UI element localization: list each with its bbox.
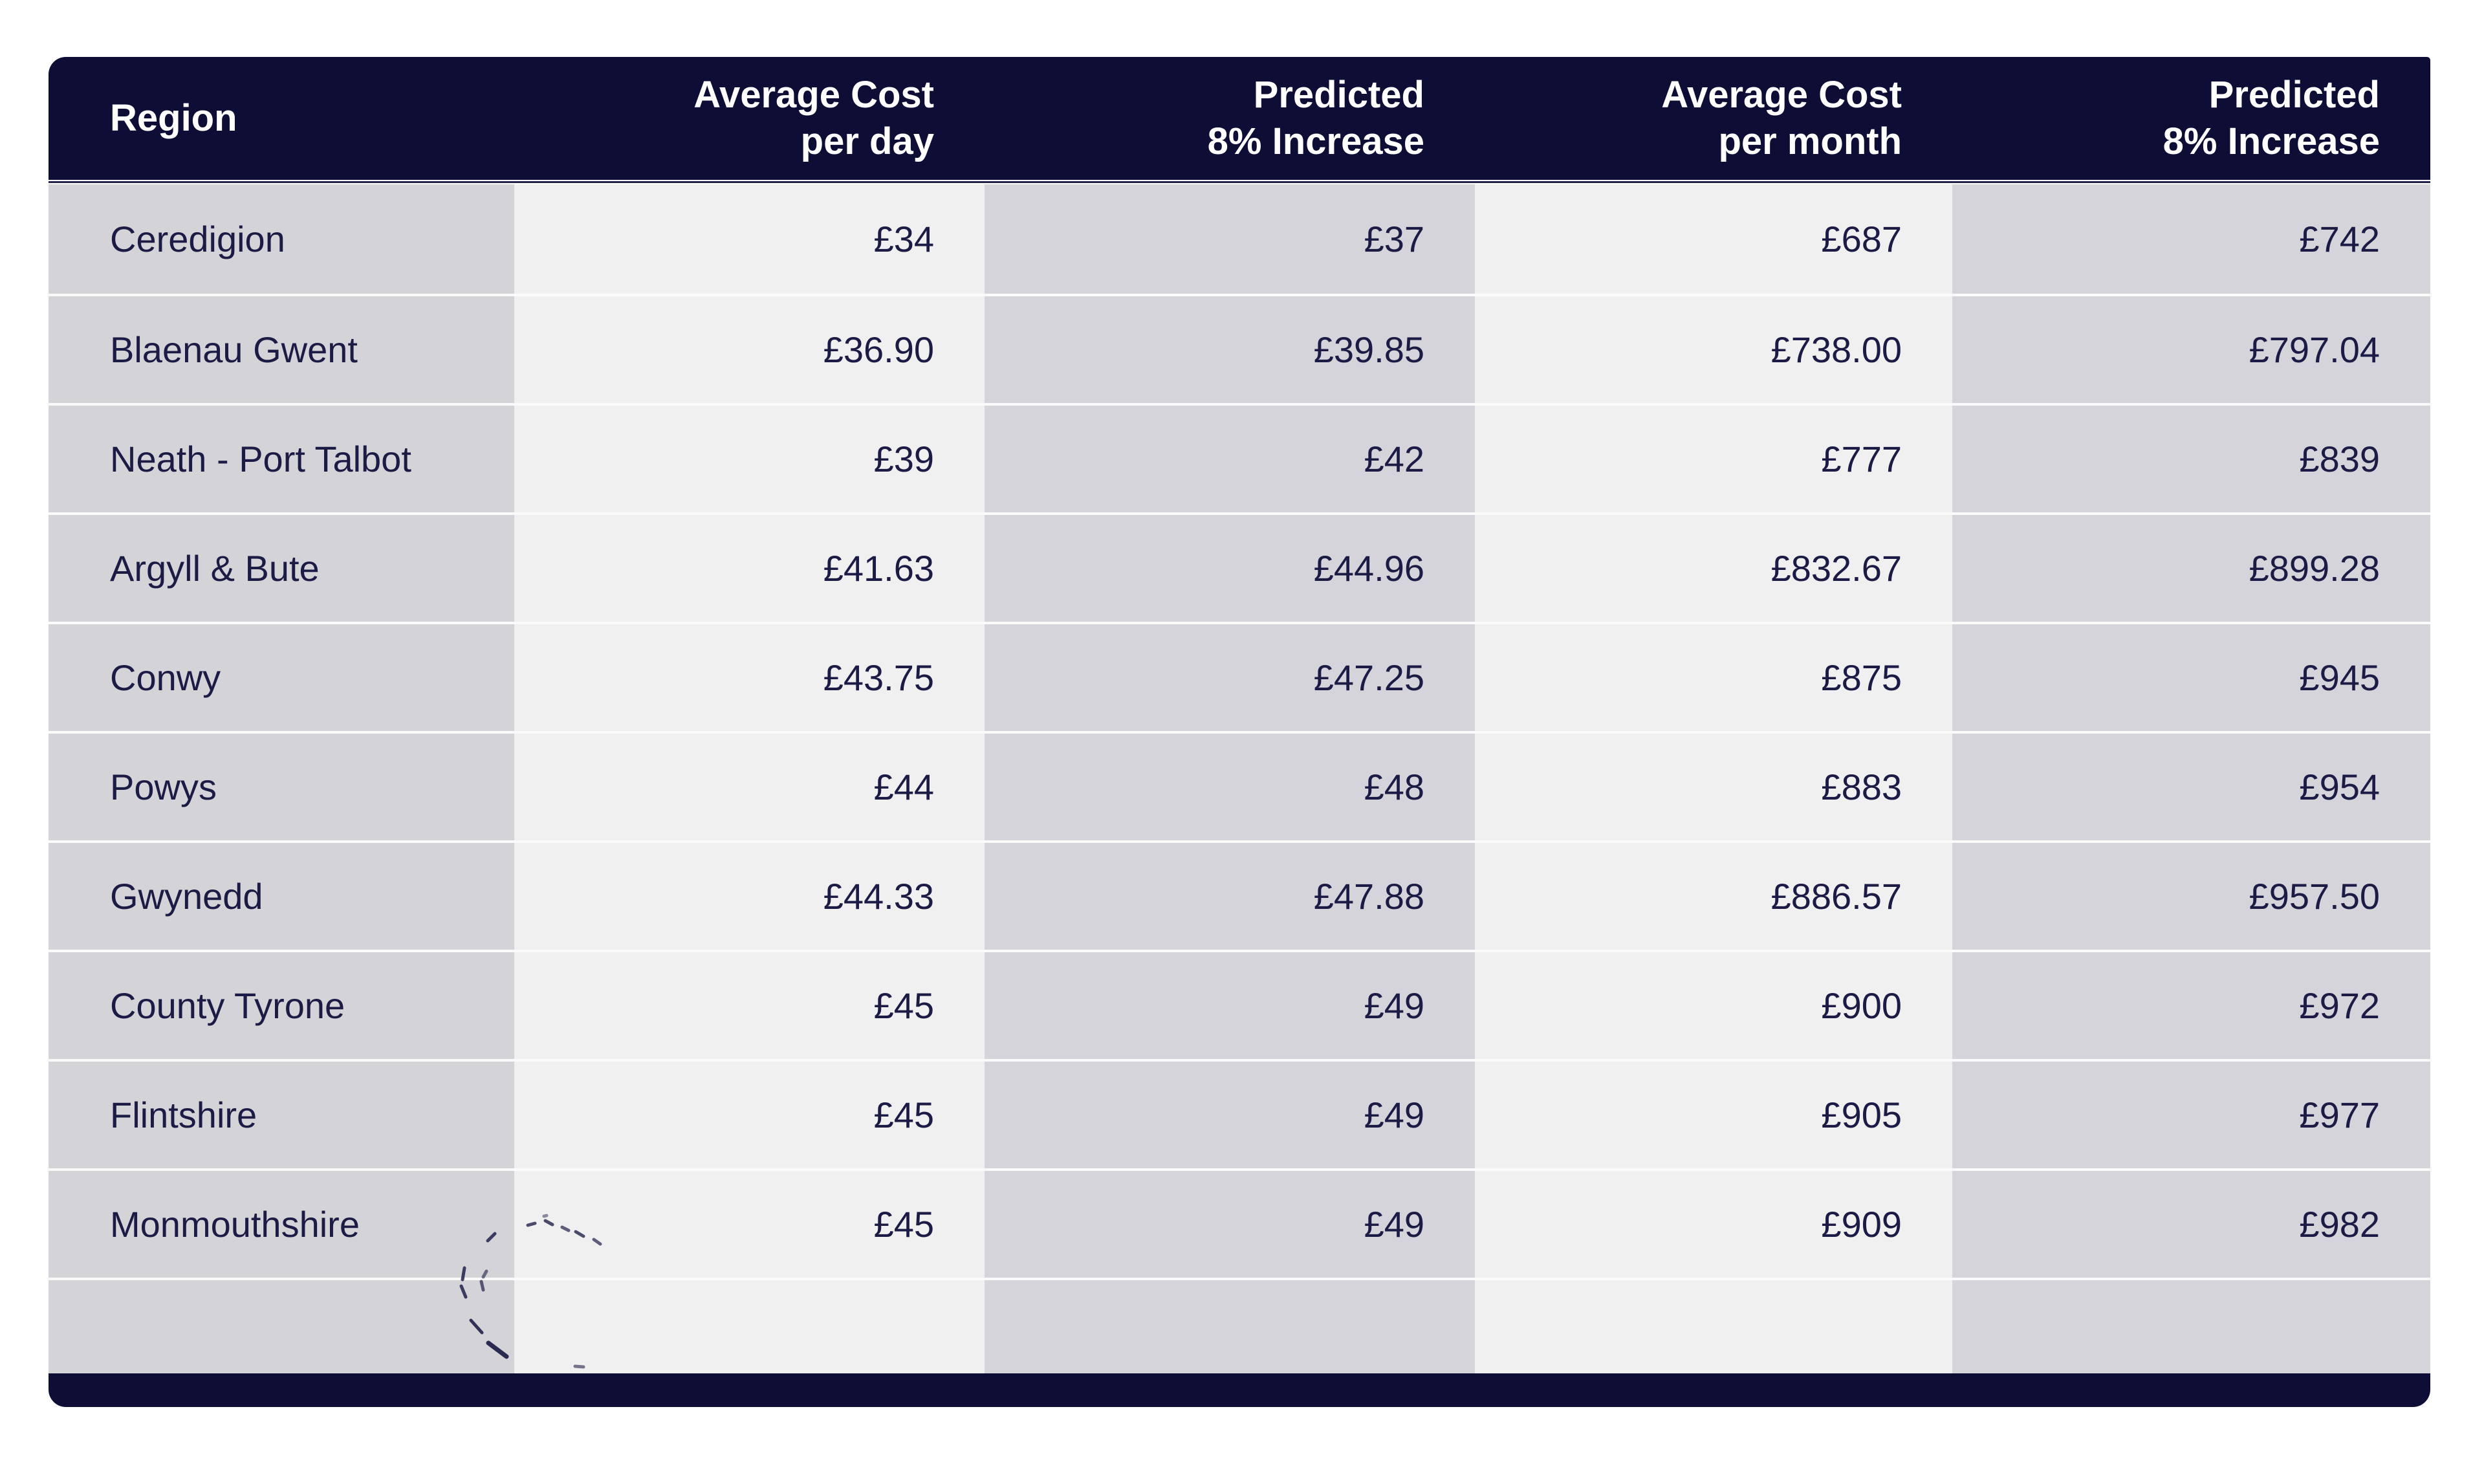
empty-cell <box>1475 1280 1952 1373</box>
empty-cell <box>1952 1280 2430 1373</box>
table-footer-bar <box>49 1373 2430 1407</box>
table-row: Argyll & Bute £41.63 £44.96 £832.67 £899… <box>49 512 2430 622</box>
empty-cell <box>985 1280 1475 1373</box>
cell-predicted-increase-month: £899.28 <box>1952 515 2430 622</box>
cell-region: Blaenau Gwent <box>49 296 514 403</box>
cell-predicted-increase-day: £44.96 <box>985 515 1475 622</box>
cell-predicted-increase-day: £49 <box>985 1062 1475 1168</box>
cell-average-cost-per-month: £883 <box>1475 734 1952 840</box>
cell-average-cost-per-month: £886.57 <box>1475 843 1952 950</box>
cell-average-cost-per-day: £34 <box>514 184 985 294</box>
cell-average-cost-per-day: £44 <box>514 734 985 840</box>
cell-predicted-increase-month: £945 <box>1952 624 2430 731</box>
column-header-predicted-increase-day: Predicted 8% Increase <box>1207 74 1424 162</box>
cell-region: Argyll & Bute <box>49 515 514 622</box>
table-row: Neath - Port Talbot £39 £42 £777 £839 <box>49 403 2430 512</box>
cell-predicted-increase-month: £972 <box>1952 952 2430 1059</box>
cell-predicted-increase-month: £954 <box>1952 734 2430 840</box>
column-header-region: Region <box>110 97 237 139</box>
cell-region: Monmouthshire <box>49 1171 514 1278</box>
table-body: Ceredigion £34 £37 £687 £742 Blaenau Gwe… <box>49 184 2430 1278</box>
table-header-row: Region Average Cost per day Predicted 8%… <box>49 57 2430 180</box>
cell-average-cost-per-day: £45 <box>514 952 985 1059</box>
cell-predicted-increase-day: £37 <box>985 184 1475 294</box>
cell-average-cost-per-day: £45 <box>514 1171 985 1278</box>
table-row: Flintshire £45 £49 £905 £977 <box>49 1059 2430 1168</box>
cell-predicted-increase-month: £797.04 <box>1952 296 2430 403</box>
table-row: County Tyrone £45 £49 £900 £972 <box>49 950 2430 1059</box>
cell-predicted-increase-month: £977 <box>1952 1062 2430 1168</box>
cell-region: Gwynedd <box>49 843 514 950</box>
table-row: Blaenau Gwent £36.90 £39.85 £738.00 £797… <box>49 294 2430 403</box>
regional-cost-table: Region Average Cost per day Predicted 8%… <box>49 57 2430 1407</box>
cell-average-cost-per-day: £41.63 <box>514 515 985 622</box>
empty-cell <box>514 1280 985 1373</box>
cell-predicted-increase-day: £42 <box>985 406 1475 512</box>
column-header-predicted-increase-month: Predicted 8% Increase <box>2163 74 2380 162</box>
empty-trailing-row <box>49 1278 2430 1373</box>
cell-predicted-increase-day: £47.88 <box>985 843 1475 950</box>
empty-cell <box>49 1280 514 1373</box>
cell-average-cost-per-month: £777 <box>1475 406 1952 512</box>
cell-average-cost-per-month: £909 <box>1475 1171 1952 1278</box>
cell-predicted-increase-day: £49 <box>985 952 1475 1059</box>
cell-predicted-increase-month: £982 <box>1952 1171 2430 1278</box>
cell-average-cost-per-day: £39 <box>514 406 985 512</box>
cell-average-cost-per-day: £44.33 <box>514 843 985 950</box>
cell-average-cost-per-day: £45 <box>514 1062 985 1168</box>
cell-region: Neath - Port Talbot <box>49 406 514 512</box>
cell-predicted-increase-month: £957.50 <box>1952 843 2430 950</box>
cell-average-cost-per-month: £687 <box>1475 184 1952 294</box>
cell-region: Conwy <box>49 624 514 731</box>
cell-region: Flintshire <box>49 1062 514 1168</box>
cell-average-cost-per-month: £875 <box>1475 624 1952 731</box>
cell-predicted-increase-month: £742 <box>1952 184 2430 294</box>
column-header-average-cost-per-month: Average Cost per month <box>1661 74 1902 162</box>
table-row: Gwynedd £44.33 £47.88 £886.57 £957.50 <box>49 840 2430 950</box>
cell-average-cost-per-month: £900 <box>1475 952 1952 1059</box>
cell-average-cost-per-day: £43.75 <box>514 624 985 731</box>
table-row: Powys £44 £48 £883 £954 <box>49 731 2430 840</box>
cell-predicted-increase-day: £39.85 <box>985 296 1475 403</box>
cell-average-cost-per-month: £905 <box>1475 1062 1952 1168</box>
cell-average-cost-per-month: £738.00 <box>1475 296 1952 403</box>
header-divider <box>49 180 2430 184</box>
column-header-average-cost-per-day: Average Cost per day <box>693 74 934 162</box>
cell-predicted-increase-day: £47.25 <box>985 624 1475 731</box>
table-row: Conwy £43.75 £47.25 £875 £945 <box>49 622 2430 731</box>
cell-average-cost-per-day: £36.90 <box>514 296 985 403</box>
cell-region: Powys <box>49 734 514 840</box>
cell-predicted-increase-month: £839 <box>1952 406 2430 512</box>
table-row: Monmouthshire £45 £49 £909 £982 <box>49 1168 2430 1278</box>
cell-region: Ceredigion <box>49 184 514 294</box>
cell-predicted-increase-day: £48 <box>985 734 1475 840</box>
cell-predicted-increase-day: £49 <box>985 1171 1475 1278</box>
cell-region: County Tyrone <box>49 952 514 1059</box>
table-row: Ceredigion £34 £37 £687 £742 <box>49 184 2430 294</box>
cell-average-cost-per-month: £832.67 <box>1475 515 1952 622</box>
